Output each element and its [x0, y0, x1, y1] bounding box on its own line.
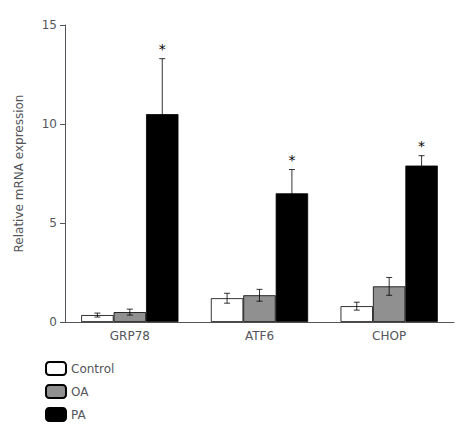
svg-text:0: 0 — [49, 315, 57, 329]
svg-text:*: * — [288, 152, 295, 168]
svg-text:Control: Control — [71, 362, 114, 376]
svg-text:PA: PA — [71, 408, 86, 422]
svg-text:ATF6: ATF6 — [245, 329, 274, 343]
svg-text:Relative mRNA expression: Relative mRNA expression — [12, 95, 26, 253]
svg-text:CHOP: CHOP — [372, 329, 406, 343]
svg-text:15: 15 — [42, 18, 57, 32]
svg-text:GRP78: GRP78 — [110, 329, 150, 343]
svg-text:*: * — [159, 41, 166, 57]
svg-text:OA: OA — [71, 385, 89, 399]
svg-text:10: 10 — [42, 117, 57, 131]
svg-text:*: * — [418, 138, 425, 154]
svg-text:5: 5 — [49, 216, 57, 230]
